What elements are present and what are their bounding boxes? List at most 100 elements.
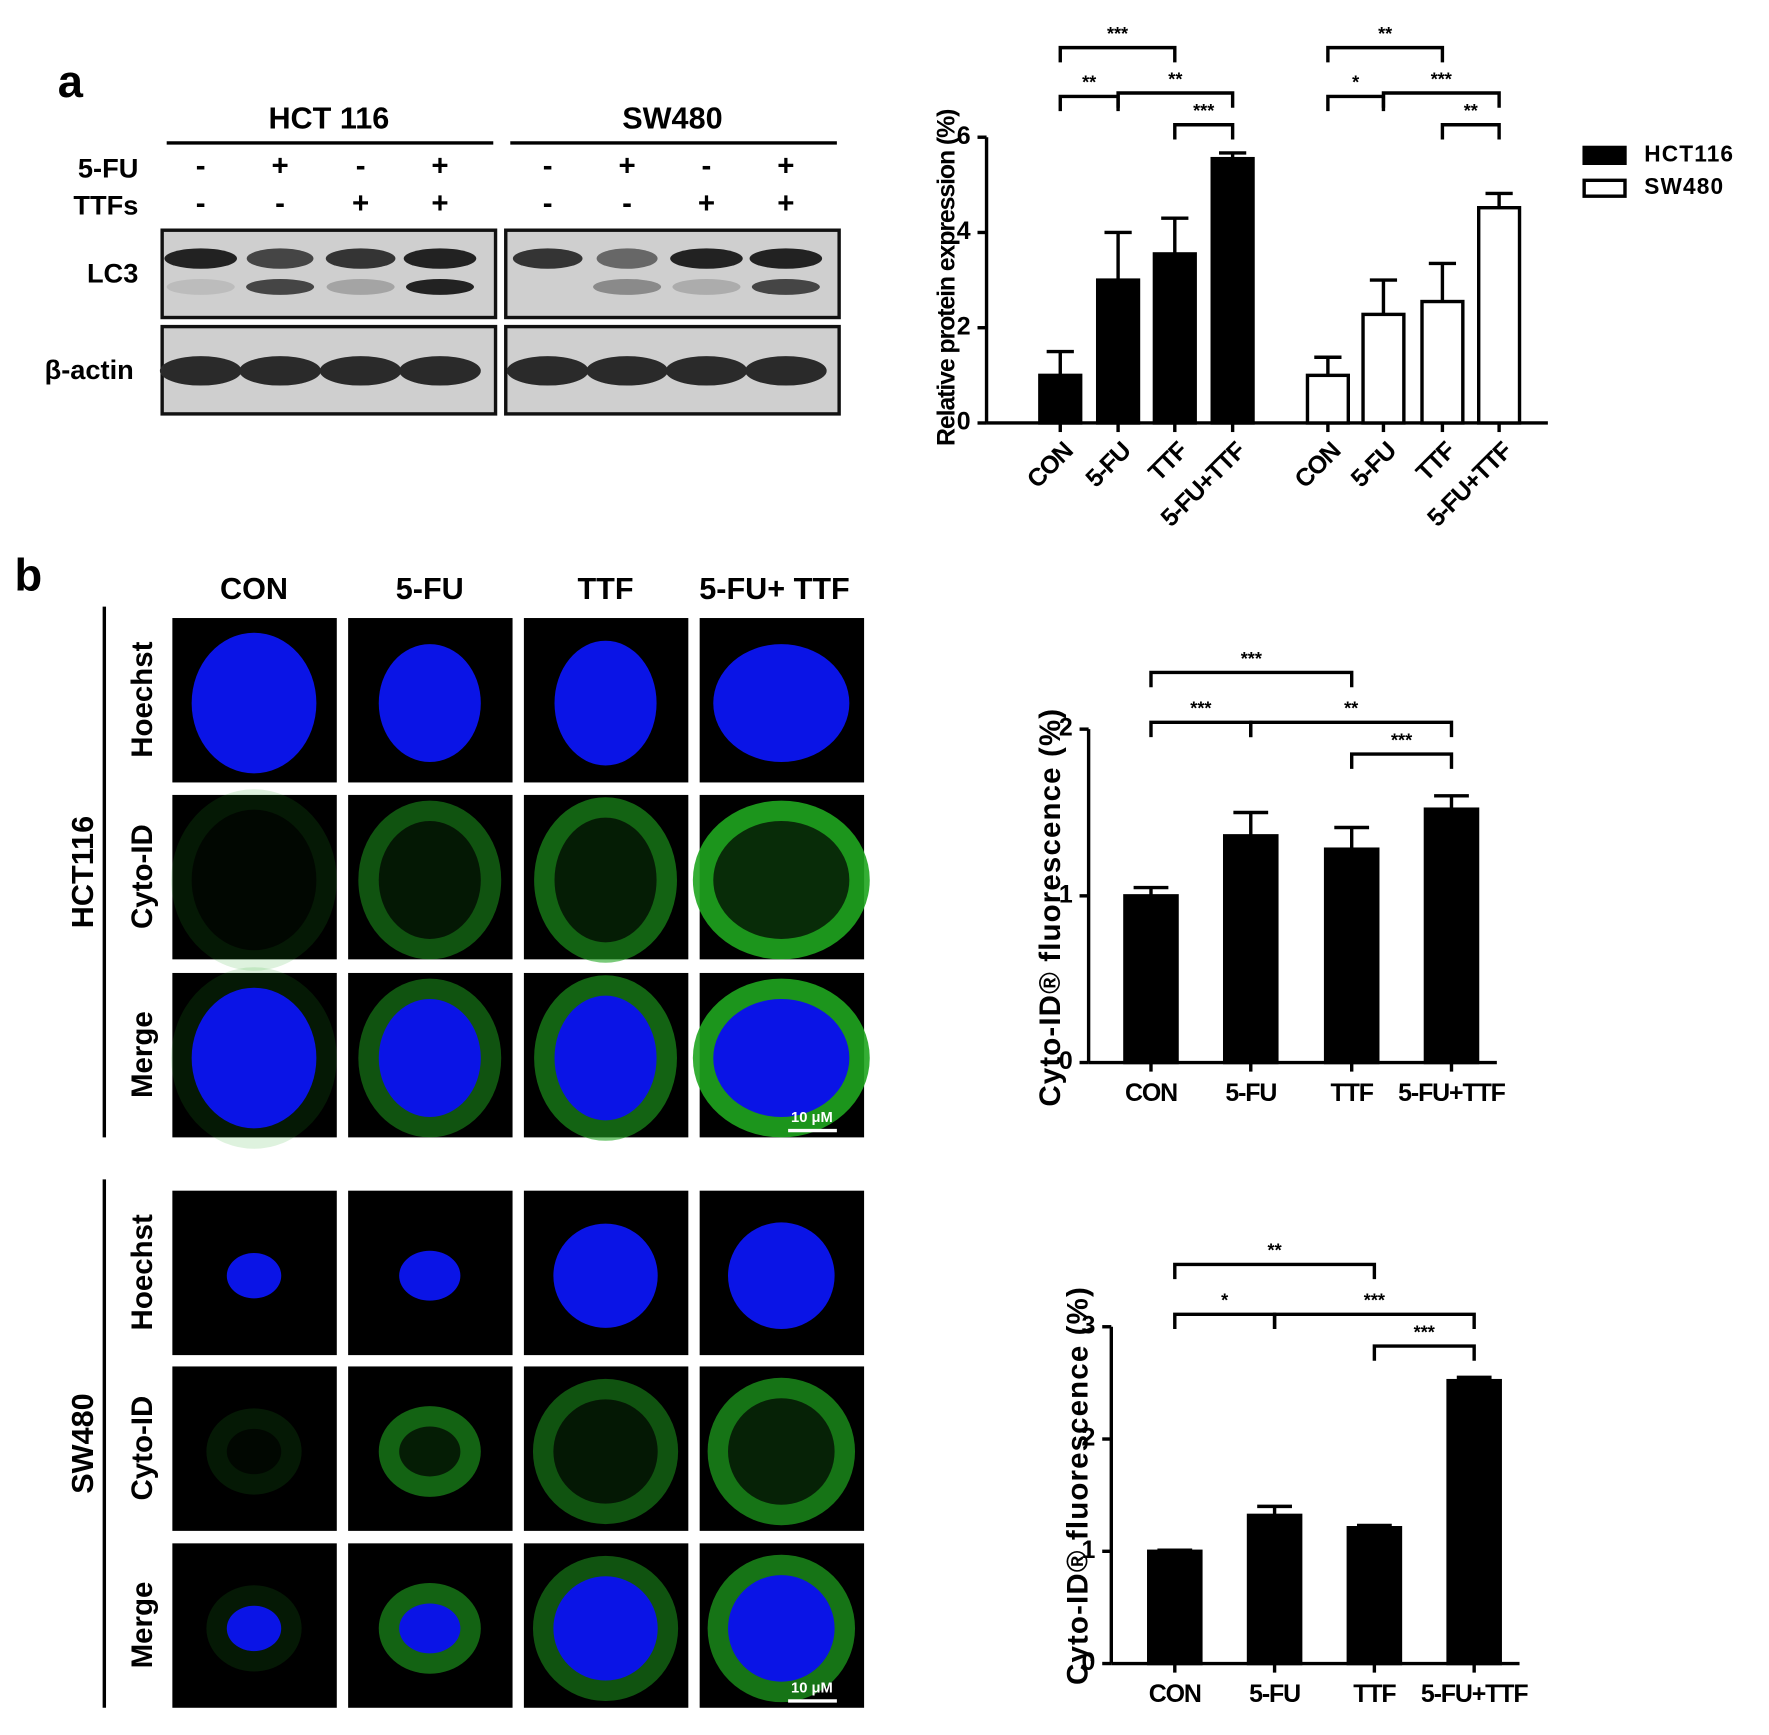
nucleus-dark bbox=[713, 821, 850, 939]
cell-line-header: SW480 bbox=[622, 101, 722, 135]
band bbox=[506, 356, 589, 386]
band bbox=[239, 356, 321, 386]
treatment-sign: - bbox=[622, 187, 632, 220]
significance-bracket bbox=[1173, 123, 1235, 140]
significance-label: *** bbox=[1241, 649, 1263, 669]
treatment-sign: - bbox=[196, 187, 206, 220]
significance-label: *** bbox=[1391, 730, 1413, 750]
scale-bar-label: 10 μM bbox=[791, 1110, 833, 1126]
significance-bracket bbox=[1149, 670, 1354, 688]
nucleus-dark bbox=[728, 1398, 835, 1505]
x-tick-label: TTF bbox=[1353, 1680, 1396, 1708]
nucleus-dark bbox=[553, 1399, 658, 1504]
y-tick-label: 3 bbox=[1082, 1311, 1096, 1339]
significance-bracket bbox=[1173, 1312, 1277, 1330]
significance-label: *** bbox=[1107, 24, 1129, 44]
y-tick-label: 1 bbox=[1082, 1536, 1096, 1564]
band bbox=[586, 356, 668, 386]
significance-label: ** bbox=[1344, 699, 1359, 719]
significance-label: *** bbox=[1193, 101, 1215, 121]
bar bbox=[1222, 834, 1279, 1065]
y-tick-label: 0 bbox=[957, 408, 971, 436]
bar bbox=[1477, 206, 1522, 425]
nucleus bbox=[553, 1576, 658, 1681]
x-tick-label: 5-FU bbox=[1249, 1680, 1300, 1708]
row-label: Hoechst bbox=[126, 1214, 159, 1330]
nucleus-dark bbox=[191, 809, 317, 951]
band-label: β-actin bbox=[45, 354, 134, 385]
panel-label: b bbox=[14, 549, 42, 600]
significance-label: * bbox=[1352, 73, 1360, 93]
treatment-sign: + bbox=[777, 187, 794, 220]
band bbox=[319, 356, 402, 386]
row-label: Hoechst bbox=[126, 641, 159, 757]
significance-bracket bbox=[1272, 1312, 1476, 1330]
x-tick-label: CON bbox=[1289, 437, 1346, 494]
band bbox=[159, 356, 242, 386]
y-tick-label: 4 bbox=[957, 217, 971, 245]
y-axis-label: Relative protein expression (%) bbox=[933, 109, 961, 446]
treatment-sign: + bbox=[431, 187, 448, 220]
nucleus bbox=[378, 999, 481, 1117]
treatment-sign: + bbox=[431, 150, 448, 183]
treatment-sign: - bbox=[543, 150, 553, 183]
nucleus bbox=[713, 999, 850, 1117]
row-label: Cyto-ID bbox=[126, 824, 159, 929]
bar bbox=[1323, 847, 1380, 1065]
significance-label: *** bbox=[1414, 1322, 1436, 1342]
significance-label: ** bbox=[1378, 24, 1393, 44]
band bbox=[672, 278, 741, 295]
legend-swatch bbox=[1582, 145, 1627, 166]
bar bbox=[1210, 156, 1255, 425]
y-tick-label: 0 bbox=[1059, 1047, 1073, 1075]
y-tick-label: 1 bbox=[1059, 880, 1073, 908]
x-tick-label: 5-FU bbox=[1346, 437, 1402, 493]
nucleus bbox=[554, 995, 657, 1121]
significance-label: * bbox=[1221, 1291, 1229, 1311]
nucleus bbox=[713, 644, 850, 763]
treatment-sign: - bbox=[196, 150, 206, 183]
significance-bracket bbox=[1440, 123, 1501, 140]
y-tick-label: 2 bbox=[1059, 714, 1073, 742]
significance-bracket bbox=[1149, 720, 1253, 738]
nucleus bbox=[553, 1223, 658, 1328]
column-header: 5-FU+ TTF bbox=[699, 572, 850, 606]
nucleus bbox=[728, 1222, 835, 1330]
y-tick-label: 6 bbox=[957, 122, 971, 150]
significance-bracket bbox=[1058, 94, 1120, 112]
band bbox=[166, 278, 235, 295]
legend-label: SW480 bbox=[1644, 173, 1724, 199]
significance-bracket bbox=[1381, 91, 1501, 108]
nucleus-dark bbox=[554, 817, 657, 943]
significance-label: ** bbox=[1082, 73, 1097, 93]
cell-line-label: SW480 bbox=[66, 1393, 100, 1493]
legend-swatch bbox=[1582, 178, 1627, 198]
nucleus bbox=[226, 1253, 282, 1299]
x-tick-label: TTF bbox=[1331, 1079, 1374, 1107]
treatment-sign: - bbox=[702, 150, 712, 183]
band bbox=[325, 248, 396, 269]
significance-bracket bbox=[1116, 91, 1235, 108]
y-tick-label: 2 bbox=[957, 312, 971, 340]
column-header: 5-FU bbox=[396, 572, 464, 606]
x-tick-label: 5-FU+TTF bbox=[1421, 1680, 1529, 1708]
cell-line-label: HCT116 bbox=[66, 816, 100, 928]
bar bbox=[1420, 299, 1465, 425]
significance-bracket bbox=[1326, 45, 1445, 63]
y-tick-label: 0 bbox=[1082, 1648, 1096, 1676]
treatment-label: 5-FU bbox=[78, 152, 138, 183]
panel-label: a bbox=[58, 56, 84, 107]
nucleus-dark bbox=[226, 1428, 282, 1475]
nucleus bbox=[399, 1603, 461, 1654]
significance-bracket bbox=[1372, 1344, 1476, 1361]
band bbox=[403, 248, 477, 269]
bar bbox=[1346, 1526, 1403, 1666]
significance-label: ** bbox=[1464, 101, 1479, 121]
nucleus bbox=[378, 644, 481, 763]
nucleus-dark bbox=[399, 1426, 461, 1477]
treatment-sign: - bbox=[543, 187, 553, 220]
bar bbox=[1038, 373, 1083, 425]
column-header: TTF bbox=[577, 572, 633, 606]
nucleus bbox=[191, 987, 317, 1129]
